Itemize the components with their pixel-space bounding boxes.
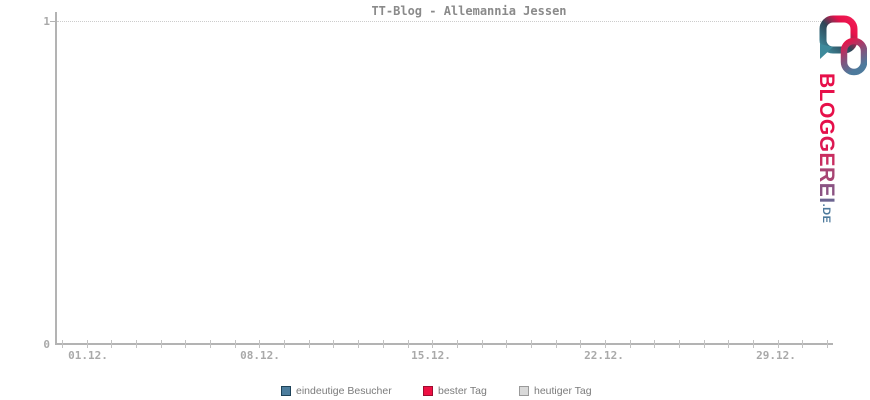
chart-title: TT-Blog - Allemannia Jessen [371, 4, 567, 18]
chain-links-icon [819, 15, 867, 76]
y-tick-label-0: 0 [43, 338, 50, 351]
x-tick-label: 29.12. [756, 349, 796, 362]
legend-swatch-gray [519, 386, 529, 396]
x-tick-label: 22.12. [584, 349, 624, 362]
legend-label: eindeutige Besucher [296, 385, 392, 397]
legend-item-best-day: bester Tag [423, 385, 487, 397]
x-tick-label: 01.12. [68, 349, 108, 362]
x-axis-line [55, 343, 833, 345]
y-axis-tick [50, 21, 57, 22]
legend-swatch-blue [281, 386, 291, 396]
y-axis-line [55, 12, 57, 345]
y-tick-label-1: 1 [43, 15, 50, 28]
gridline-y1 [57, 21, 825, 22]
x-tick-label: 08.12. [240, 349, 280, 362]
bloggerei-logo[interactable]: BLOGGEREI.DE [814, 14, 868, 230]
legend-swatch-red [423, 386, 433, 396]
legend-item-unique-visitors: eindeutige Besucher [281, 385, 392, 397]
legend-label: heutiger Tag [534, 385, 592, 397]
legend-label: bester Tag [438, 385, 487, 397]
logo-wordmark: BLOGGEREI.DE [815, 73, 838, 224]
legend-item-today: heutiger Tag [519, 385, 592, 397]
x-tick-label: 15.12. [411, 349, 451, 362]
